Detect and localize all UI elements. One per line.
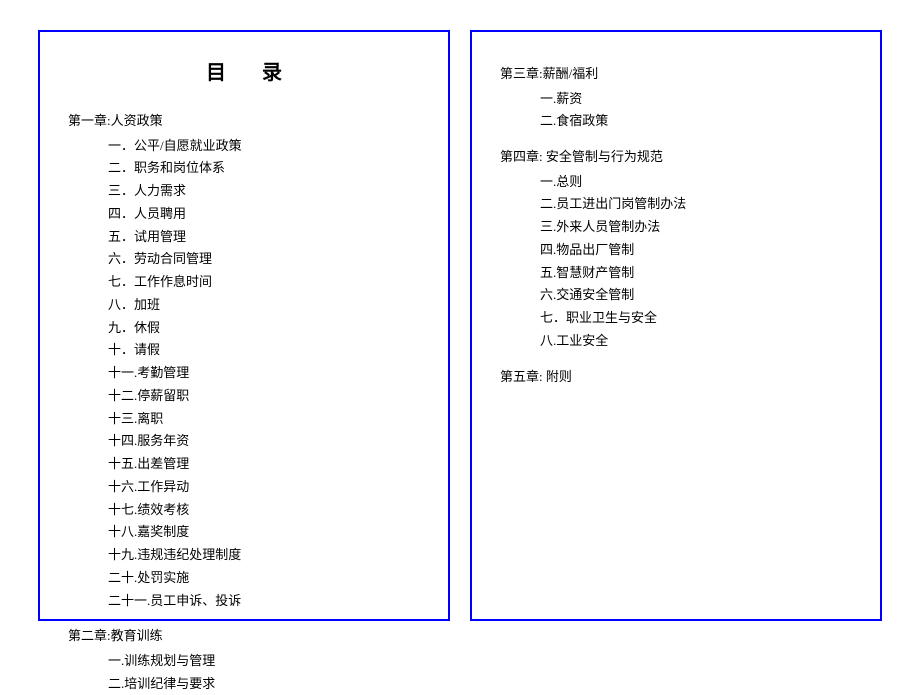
toc-item: 八.工业安全 [500, 330, 852, 353]
toc-item: 二．职务和岗位体系 [68, 157, 420, 180]
toc-item: 十七.绩效考核 [68, 499, 420, 522]
toc-item: 一．公平/自愿就业政策 [68, 135, 420, 158]
toc-item: 十六.工作异动 [68, 476, 420, 499]
toc-item: 八．加班 [68, 294, 420, 317]
toc-item: 五.智慧财产管制 [500, 262, 852, 285]
toc-item: 二.食宿政策 [500, 110, 852, 133]
page-left: 目录 第一章:人资政策一．公平/自愿就业政策二．职务和岗位体系三．人力需求四．人… [38, 30, 450, 621]
toc-item: 六.交通安全管制 [500, 284, 852, 307]
chapter-heading: 第五章: 附则 [500, 367, 852, 387]
left-content: 第一章:人资政策一．公平/自愿就业政策二．职务和岗位体系三．人力需求四．人员聘用… [68, 111, 420, 695]
toc-item: 二十一.员工申诉、投诉 [68, 590, 420, 613]
toc-item: 九．休假 [68, 317, 420, 340]
toc-item: 一.薪资 [500, 88, 852, 111]
chapter-heading: 第四章: 安全管制与行为规范 [500, 147, 852, 167]
toc-item: 七．工作作息时间 [68, 271, 420, 294]
page-right: 第三章:薪酬/福利一.薪资二.食宿政策第四章: 安全管制与行为规范一.总则二.员… [470, 30, 882, 621]
toc-item: 四.物品出厂管制 [500, 239, 852, 262]
right-content: 第三章:薪酬/福利一.薪资二.食宿政策第四章: 安全管制与行为规范一.总则二.员… [500, 64, 852, 386]
toc-item: 一.总则 [500, 171, 852, 194]
toc-item: 十四.服务年资 [68, 430, 420, 453]
toc-item: 四．人员聘用 [68, 203, 420, 226]
document-title: 目录 [68, 56, 420, 85]
toc-item: 一.训练规划与管理 [68, 650, 420, 673]
toc-item: 十三.离职 [68, 408, 420, 431]
toc-item: 十九.违规违纪处理制度 [68, 544, 420, 567]
chapter-heading: 第一章:人资政策 [68, 111, 420, 131]
toc-item: 七．职业卫生与安全 [500, 307, 852, 330]
toc-item: 二十.处罚实施 [68, 567, 420, 590]
toc-item: 十一.考勤管理 [68, 362, 420, 385]
chapter-heading: 第二章:教育训练 [68, 626, 420, 646]
toc-item: 十二.停薪留职 [68, 385, 420, 408]
toc-item: 十八.嘉奖制度 [68, 521, 420, 544]
toc-item: 三．人力需求 [68, 180, 420, 203]
toc-item: 十五.出差管理 [68, 453, 420, 476]
toc-item: 三.外来人员管制办法 [500, 216, 852, 239]
chapter-heading: 第三章:薪酬/福利 [500, 64, 852, 84]
toc-item: 六．劳动合同管理 [68, 248, 420, 271]
toc-item: 十．请假 [68, 339, 420, 362]
toc-item: 五．试用管理 [68, 226, 420, 249]
toc-item: 二.员工进出门岗管制办法 [500, 193, 852, 216]
toc-item: 二.培训纪律与要求 [68, 673, 420, 695]
